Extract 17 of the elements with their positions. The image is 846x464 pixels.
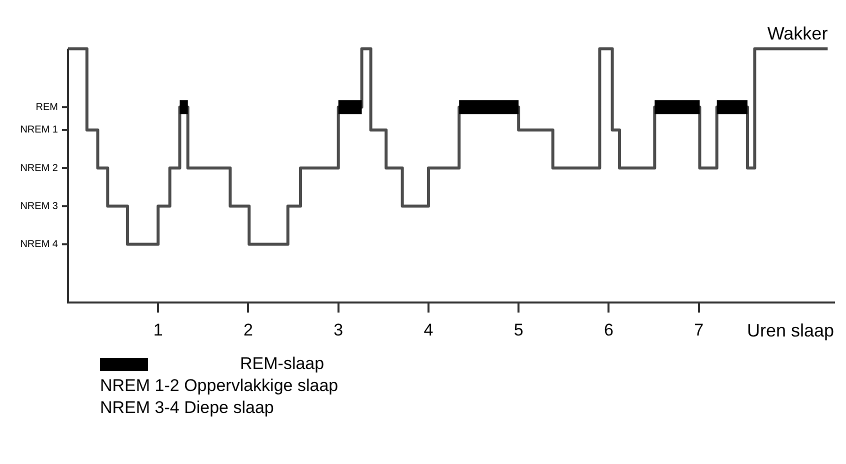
x-tick-label: 6	[604, 320, 614, 340]
x-tick-label: 5	[514, 320, 524, 340]
text: NREM 3	[20, 200, 58, 212]
text: NREM 4	[20, 238, 58, 250]
x-tick-label: 2	[244, 320, 253, 340]
x-axis-title: Uren slaap	[746, 320, 834, 341]
annotation: Wakker	[767, 24, 828, 44]
text: REM	[36, 102, 58, 113]
x-tick-label: 4	[424, 320, 434, 340]
x-tick-label: 1	[153, 320, 163, 340]
text: REM-slaap	[240, 353, 324, 375]
x-tick-label: 7	[694, 320, 704, 340]
text: NREM 1-2 Oppervlakkige slaap	[100, 375, 340, 397]
text: NREM 3-4 Diepe slaap	[100, 397, 275, 419]
text: NREM 2	[20, 162, 58, 174]
x-tick-label: 3	[334, 320, 344, 340]
text: NREM 1	[20, 124, 58, 136]
